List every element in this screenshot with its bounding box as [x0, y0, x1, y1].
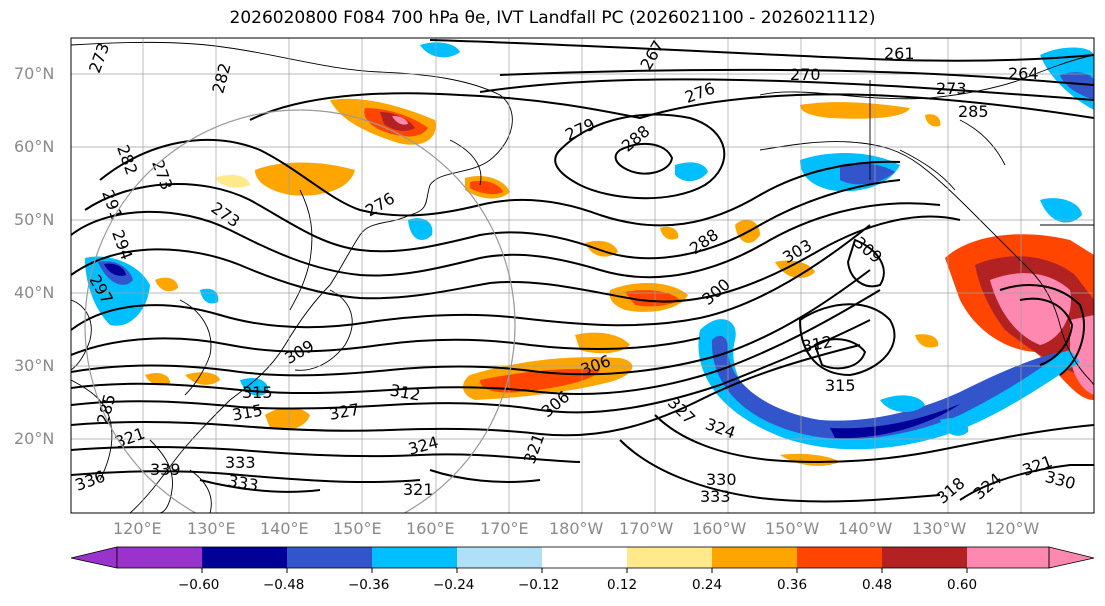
contour-label: 273 [936, 79, 967, 98]
contour-label: 315 [825, 376, 856, 395]
colorbar-segment [967, 547, 1049, 568]
lon-label: 130°E [187, 519, 236, 538]
lon-label: 140°W [838, 519, 893, 538]
positive-anomaly-west-coast-peak [990, 273, 1071, 345]
colorbar-tick-label: 0.24 [692, 577, 723, 593]
colorbar-segment [202, 547, 287, 568]
colorbar-tick-label: 0.48 [862, 577, 893, 593]
colorbar-tick-label: −0.48 [263, 577, 305, 593]
colorbar-tick-label: −0.24 [433, 577, 475, 593]
colorbar-tick-label: 0.12 [607, 577, 638, 593]
colorbar-tick-label: −0.12 [518, 577, 560, 593]
contour-label: 285 [958, 102, 989, 121]
lat-label: 30°N [14, 356, 55, 375]
lat-label: 70°N [14, 64, 55, 83]
colorbar-tick-label: −0.36 [348, 577, 390, 593]
reference-circle [84, 109, 516, 513]
lon-label: 120°E [113, 519, 162, 538]
colorbar-segment [797, 547, 882, 568]
colorbar-segment [287, 547, 372, 568]
colorbar-max-extend [1048, 546, 1095, 569]
lon-label: 180°W [549, 519, 604, 538]
lon-label: 170°W [619, 519, 674, 538]
lon-label: 120°W [985, 519, 1040, 538]
map-panel: 261 264 267 270 273 276 276 279 285 288 … [71, 38, 1094, 513]
contour-label: 333 [225, 453, 256, 472]
negative-anomaly-east-asia [85, 256, 150, 326]
colorbar-segment [627, 547, 712, 568]
colorbar-segment [372, 547, 457, 568]
lon-label: 150°W [765, 519, 820, 538]
contour-label: 315 [242, 383, 273, 402]
map-frame [70, 37, 1095, 514]
theta-e-contours [71, 39, 1094, 503]
colorbar-segment [457, 547, 542, 568]
lat-label: 50°N [14, 210, 55, 229]
contour-label: 333 [700, 487, 731, 506]
contour-label: 261 [884, 44, 915, 63]
contour-label: 270 [790, 65, 821, 84]
colorbar [70, 546, 1095, 573]
colorbar-tick-label: 0.60 [947, 577, 978, 593]
colorbar-segment [117, 547, 202, 568]
lat-label: 20°N [14, 429, 55, 448]
contour-label: 339 [150, 460, 181, 479]
lat-label: 60°N [14, 137, 55, 156]
lat-label: 40°N [14, 283, 55, 302]
colorbar-segment [712, 547, 797, 568]
graticule [71, 38, 1094, 513]
lon-label: 160°E [406, 519, 455, 538]
contour-label: 321 [403, 480, 434, 499]
colorbar-segment [542, 547, 627, 568]
negative-anomaly-subtropical-band [698, 319, 1080, 450]
lon-label: 170°E [480, 519, 529, 538]
lon-label: 140°E [260, 519, 309, 538]
lon-label: 130°W [912, 519, 967, 538]
contour-label: 330 [706, 470, 737, 489]
colorbar-segment [882, 547, 967, 568]
contour-label: 264 [1008, 64, 1039, 83]
colorbar-tick-label: 0.36 [777, 577, 808, 593]
colorbar-frame [116, 546, 1050, 569]
map-title: 2026020800 F084 700 hPa θe, IVT Landfall… [229, 8, 876, 28]
lon-label: 160°W [692, 519, 747, 538]
lon-label: 150°E [333, 519, 382, 538]
colorbar-tick-label: −0.60 [178, 577, 220, 593]
colorbar-min-extend [70, 546, 118, 569]
